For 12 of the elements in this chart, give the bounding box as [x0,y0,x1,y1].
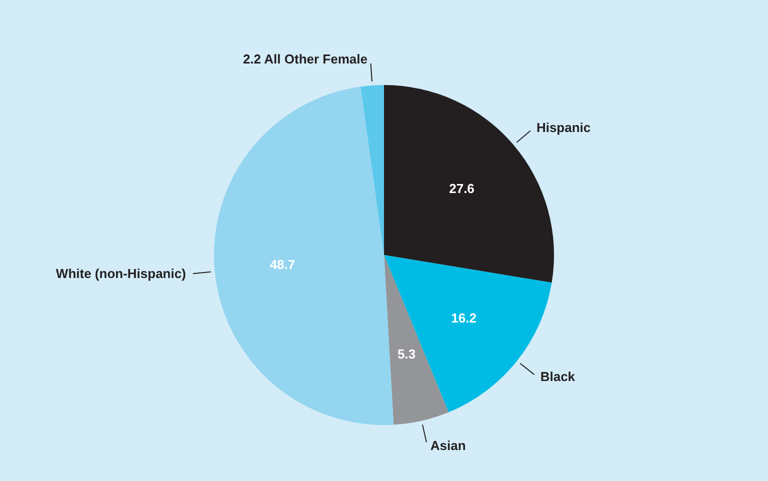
pie-slice [360,85,384,255]
pie-slice [384,255,449,425]
data-label: 27.6 [449,181,474,196]
slice-label: White (non-Hispanic) [56,266,186,282]
data-label: 5.3 [398,346,416,362]
slice-label: Asian [430,438,466,454]
slice-label: Black [540,369,576,384]
data-label: 16.2 [451,310,476,326]
slice-label: 2.2 All Other Female [242,51,368,66]
slice-label: Hispanic [536,120,591,136]
data-label: 48.7 [270,256,296,272]
pie-slice [214,86,394,425]
